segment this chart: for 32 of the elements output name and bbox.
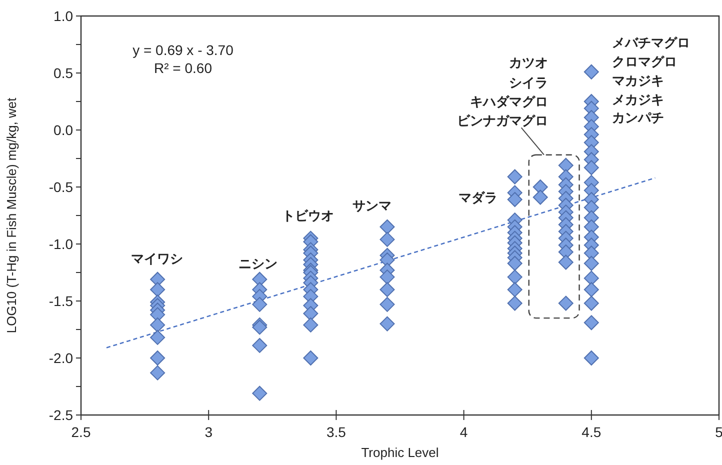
x-axis-title: Trophic Level [361,445,439,460]
y-tick-label: -2.0 [48,350,74,366]
annotation: y = 0.69 x - 3.70 [132,42,234,58]
y-tick-label: 0.5 [54,65,74,81]
y-tick-label: -1.5 [48,293,74,309]
annotation: サンマ [352,198,392,213]
annotation: キハダマグロ [470,94,548,109]
annotation: ニシン [238,256,278,271]
x-tick-label: 4.5 [582,424,602,440]
annotation: シイラ [509,75,548,90]
annotation: メカジキ [612,92,664,107]
x-tick-label: 4 [460,424,468,440]
y-tick-label: -2.5 [48,407,74,423]
annotation: ビンナガマグロ [457,113,548,128]
annotation: マカジキ [612,73,664,88]
annotation: マダラ [458,190,498,205]
x-tick-label: 5 [715,424,722,440]
annotation: カツオ [509,55,548,70]
annotation: メバチマグロ [612,35,690,50]
y-axis-title: LOG10 (T-Hg in Fish Muscle) mg/kg, wet [4,97,19,334]
y-tick-label: -1.0 [48,236,74,252]
annotation: マイワシ [131,251,183,266]
y-tick-label: 0.0 [54,122,74,138]
x-tick-label: 2.5 [71,424,91,440]
annotation: R² = 0.60 [154,60,212,76]
x-tick-label: 3 [204,424,213,440]
annotation: クロマグロ [612,54,677,69]
y-tick-label: -0.5 [48,179,74,195]
annotation: カンパチ [612,110,664,125]
y-tick-label: 1.0 [54,8,74,24]
x-tick-label: 3.5 [326,424,346,440]
annotation: トビウオ [282,208,334,223]
